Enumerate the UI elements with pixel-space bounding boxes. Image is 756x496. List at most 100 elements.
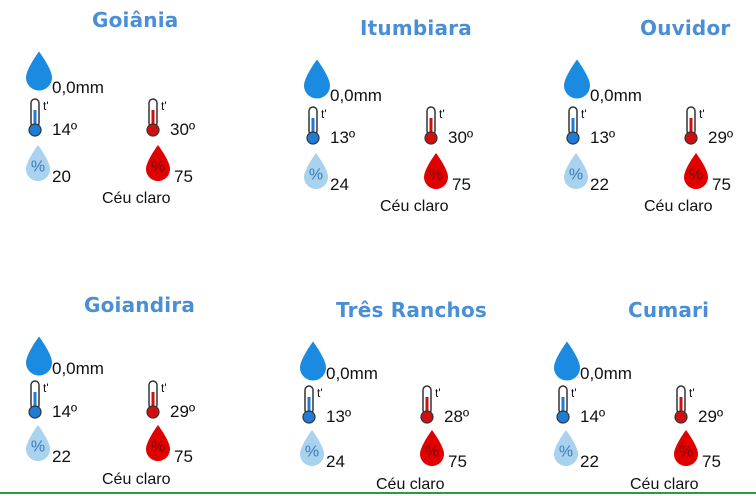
percent-symbol: %: [425, 443, 439, 460]
svg-text:t': t': [699, 107, 705, 121]
thermometer-cold-icon: t': [566, 106, 592, 146]
footer-divider: [0, 492, 756, 494]
max-temperature: 29º: [698, 407, 724, 426]
min-temperature: 13º: [330, 128, 356, 147]
humidity-min: 22: [52, 447, 71, 466]
rain-drop-icon: [304, 58, 330, 100]
min-temperature: 13º: [590, 128, 616, 147]
thermometer-cold-icon: t': [28, 98, 54, 138]
max-temperature: 30º: [170, 120, 196, 139]
weather-card: Itumbiara 0,0mm t' 13º t' 30º % 24 % 75 …: [300, 8, 530, 215]
humidity-min: 20: [52, 167, 71, 186]
city-name: Ouvidor: [640, 16, 731, 40]
sky-condition: Céu claro: [376, 476, 445, 493]
humidity-low-icon: %: [564, 153, 588, 189]
rain-drop-icon: [26, 50, 52, 92]
weather-card: Goiânia 0,0mm t' 14º t' 30º % 20 % 75 Cé…: [22, 0, 252, 207]
svg-text:t': t': [161, 381, 167, 395]
city-name: Cumari: [628, 298, 710, 322]
humidity-low-icon: %: [554, 430, 578, 466]
rain-drop-icon: [26, 335, 52, 377]
thermometer-hot-icon: t': [674, 385, 700, 425]
thermometer-hot-icon: t': [146, 380, 172, 420]
percent-symbol: %: [151, 438, 165, 455]
humidity-max: 75: [174, 447, 193, 466]
weather-card: Cumari 0,0mm t' 14º t' 29º % 22 % 75 Céu…: [550, 290, 756, 493]
humidity-high-icon: %: [684, 153, 708, 189]
min-temperature: 13º: [326, 407, 352, 426]
percent-symbol: %: [151, 158, 165, 175]
humidity-min: 24: [330, 175, 349, 194]
thermometer-hot-icon: t': [420, 385, 446, 425]
humidity-max: 75: [452, 175, 471, 194]
rain-drop-icon: [554, 340, 580, 382]
svg-text:t': t': [689, 386, 695, 400]
thermometer-hot-icon: t': [146, 98, 172, 138]
humidity-low-icon: %: [26, 145, 50, 181]
rain-amount: 0,0mm: [326, 364, 378, 383]
percent-symbol: %: [559, 443, 573, 460]
rain-drop-icon: [564, 58, 590, 100]
rain-drop-icon: [300, 340, 326, 382]
sky-condition: Céu claro: [102, 471, 171, 488]
rain-amount: 0,0mm: [580, 364, 632, 383]
percent-symbol: %: [305, 443, 319, 460]
svg-text:t': t': [435, 386, 441, 400]
thermometer-cold-icon: t': [302, 385, 328, 425]
percent-symbol: %: [429, 166, 443, 183]
sky-condition: Céu claro: [644, 198, 713, 215]
humidity-max: 75: [448, 452, 467, 471]
thermometer-hot-icon: t': [684, 106, 710, 146]
min-temperature: 14º: [52, 402, 78, 421]
rain-amount: 0,0mm: [330, 86, 382, 105]
humidity-max: 75: [702, 452, 721, 471]
humidity-low-icon: %: [300, 430, 324, 466]
percent-symbol: %: [31, 158, 45, 175]
percent-symbol: %: [569, 166, 583, 183]
svg-text:t': t': [43, 381, 49, 395]
svg-text:t': t': [43, 99, 49, 113]
thermometer-cold-icon: t': [28, 380, 54, 420]
svg-text:t': t': [571, 386, 577, 400]
humidity-high-icon: %: [674, 430, 698, 466]
city-name: Goiandira: [84, 293, 196, 317]
humidity-min: 22: [580, 452, 599, 471]
rain-amount: 0,0mm: [590, 86, 642, 105]
percent-symbol: %: [309, 166, 323, 183]
humidity-high-icon: %: [424, 153, 448, 189]
humidity-max: 75: [174, 167, 193, 186]
humidity-high-icon: %: [146, 425, 170, 461]
rain-amount: 0,0mm: [52, 359, 104, 378]
city-name: Itumbiara: [360, 16, 472, 40]
rain-amount: 0,0mm: [52, 78, 104, 97]
min-temperature: 14º: [580, 407, 606, 426]
max-temperature: 29º: [170, 402, 196, 421]
city-name: Goiânia: [92, 8, 179, 32]
weather-card: Goiandira 0,0mm t' 14º t' 29º % 22 % 75 …: [22, 285, 252, 488]
svg-text:t': t': [321, 107, 327, 121]
humidity-high-icon: %: [146, 145, 170, 181]
thermometer-hot-icon: t': [424, 106, 450, 146]
humidity-min: 24: [326, 452, 345, 471]
max-temperature: 30º: [448, 128, 474, 147]
city-name: Três Ranchos: [336, 298, 488, 322]
svg-text:t': t': [439, 107, 445, 121]
weather-card: Ouvidor 0,0mm t' 13º t' 29º % 22 % 75 Cé…: [560, 8, 756, 215]
min-temperature: 14º: [52, 120, 78, 139]
sky-condition: Céu claro: [102, 190, 171, 207]
percent-symbol: %: [31, 438, 45, 455]
sky-condition: Céu claro: [630, 476, 699, 493]
percent-symbol: %: [689, 166, 703, 183]
humidity-min: 22: [590, 175, 609, 194]
humidity-high-icon: %: [420, 430, 444, 466]
svg-text:t': t': [161, 99, 167, 113]
max-temperature: 29º: [708, 128, 734, 147]
percent-symbol: %: [679, 443, 693, 460]
svg-text:t': t': [317, 386, 323, 400]
humidity-low-icon: %: [304, 153, 328, 189]
weather-card: Três Ranchos 0,0mm t' 13º t' 28º % 24 % …: [296, 290, 526, 493]
max-temperature: 28º: [444, 407, 470, 426]
thermometer-cold-icon: t': [306, 106, 332, 146]
thermometer-cold-icon: t': [556, 385, 582, 425]
